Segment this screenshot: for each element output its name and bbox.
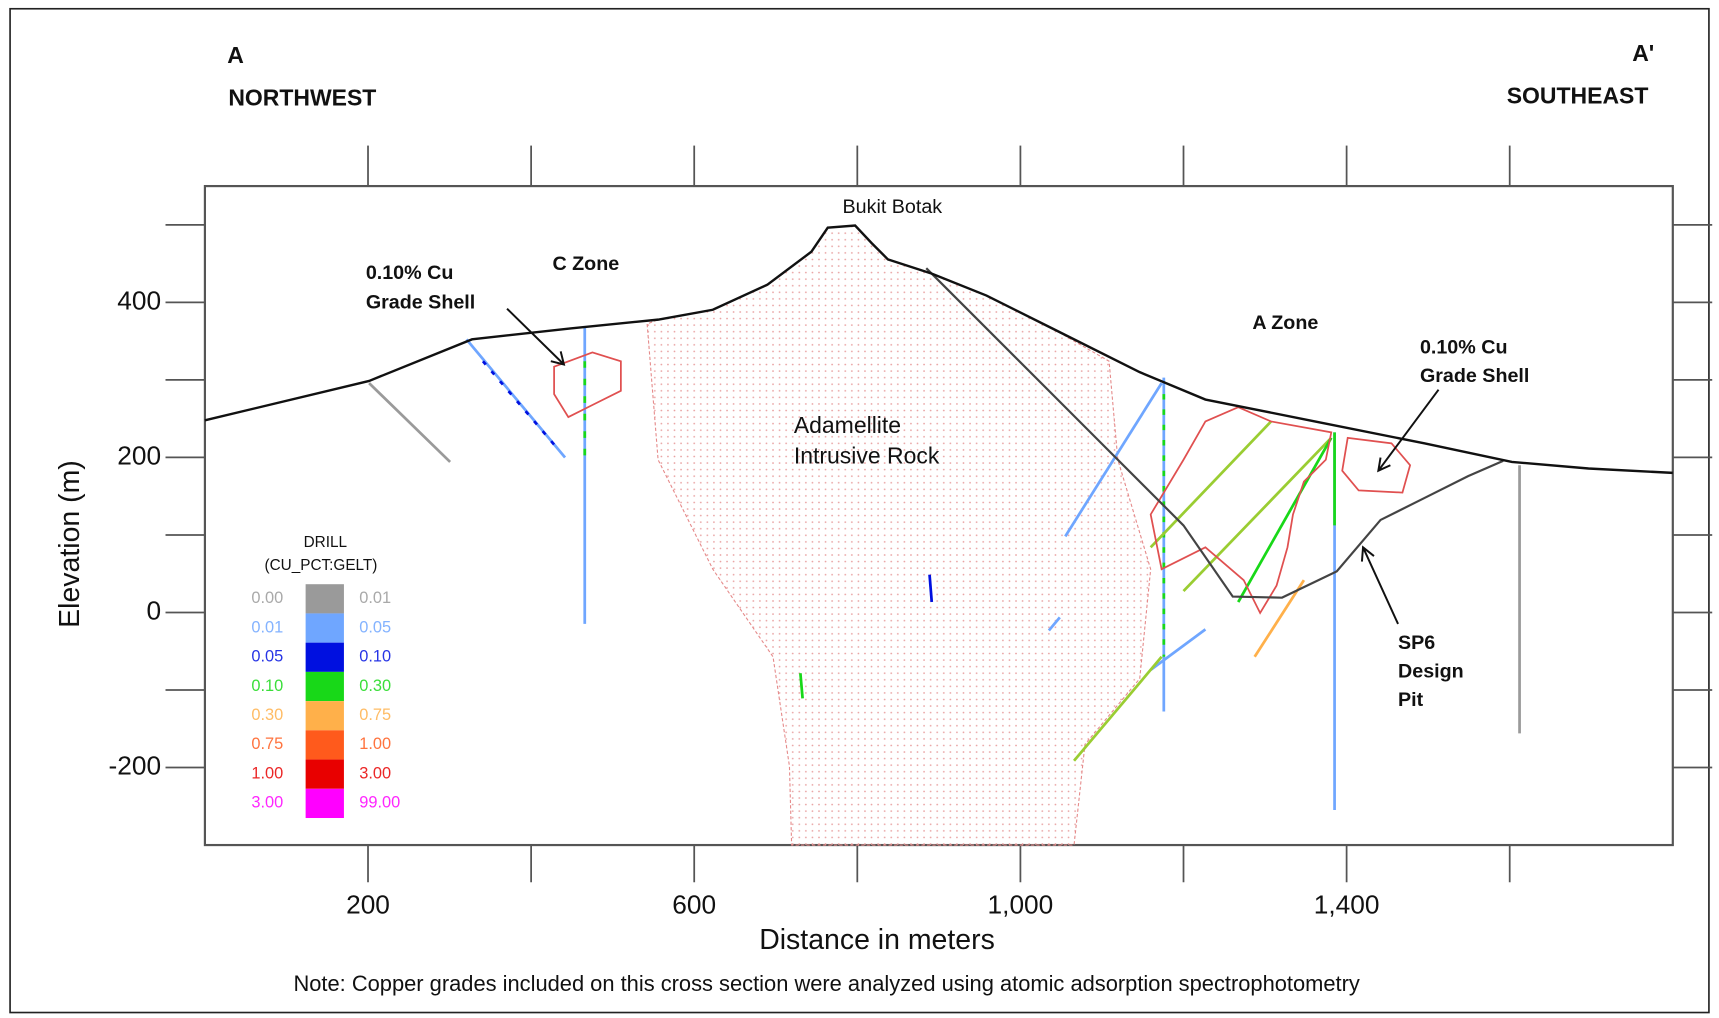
x-tick-label: 600	[672, 889, 716, 919]
shell-label: Grade Shell	[1420, 365, 1529, 387]
x-tick-label: 1,400	[1314, 889, 1380, 919]
legend-swatch	[306, 584, 344, 613]
legend-to: 1.00	[359, 735, 391, 753]
zone-label: C Zone	[552, 253, 619, 275]
legend-from: 3.00	[251, 794, 283, 812]
x-tick-label: 1,000	[988, 889, 1054, 919]
section-start: A	[227, 42, 244, 68]
zone-label: A Zone	[1252, 312, 1318, 334]
legend-from: 0.05	[251, 648, 283, 666]
y-axis-title: Elevation (m)	[54, 460, 86, 628]
pit-label: SP6	[1398, 632, 1435, 654]
shell-label: 0.10% Cu	[366, 262, 454, 284]
legend-to: 0.01	[359, 589, 391, 607]
cross-section: A NORTHWEST A' SOUTHEAST 200 600 1,000 1,40…	[0, 0, 1719, 1018]
legend-to: 3.00	[359, 764, 391, 782]
y-tick-label: 200	[117, 440, 161, 470]
rock-label: Intrusive Rock	[794, 443, 940, 469]
legend-swatch	[306, 613, 344, 642]
direction-left: NORTHWEST	[228, 85, 376, 111]
y-tick-label: 0	[147, 595, 162, 625]
rock-label: Adamellite	[794, 412, 901, 438]
legend-swatch	[306, 643, 344, 672]
legend-from: 0.30	[251, 706, 283, 724]
shell-label: Grade Shell	[366, 291, 475, 313]
legend-swatch	[306, 672, 344, 701]
legend-swatch	[306, 730, 344, 759]
legend-from: 0.10	[251, 677, 283, 695]
legend-to: 99.00	[359, 794, 400, 812]
x-tick-label: 200	[346, 889, 390, 919]
section-end: A'	[1632, 40, 1654, 66]
legend-subtitle: (CU_PCT:GELT)	[265, 557, 378, 574]
y-tick-label: 400	[117, 285, 161, 315]
legend-swatch	[306, 701, 344, 730]
peak-label: Bukit Botak	[843, 196, 943, 218]
direction-right: SOUTHEAST	[1507, 82, 1649, 108]
x-axis-title: Distance in meters	[759, 924, 995, 956]
legend-title: DRILL	[304, 534, 347, 551]
legend-swatch	[306, 760, 344, 789]
pit-label: Pit	[1398, 689, 1424, 711]
note: Note: Copper grades included on this cro…	[293, 971, 1359, 996]
legend-from: 0.75	[251, 735, 283, 753]
legend-to: 0.05	[359, 618, 391, 636]
legend-from: 0.00	[251, 589, 283, 607]
legend-swatch	[306, 789, 344, 818]
legend-from: 1.00	[251, 764, 283, 782]
y-tick-label: -200	[109, 750, 162, 780]
legend-to: 0.75	[359, 706, 391, 724]
legend-to: 0.30	[359, 677, 391, 695]
shell-label: 0.10% Cu	[1420, 336, 1508, 358]
pit-label: Design	[1398, 660, 1464, 682]
legend-from: 0.01	[251, 618, 283, 636]
legend-to: 0.10	[359, 648, 391, 666]
